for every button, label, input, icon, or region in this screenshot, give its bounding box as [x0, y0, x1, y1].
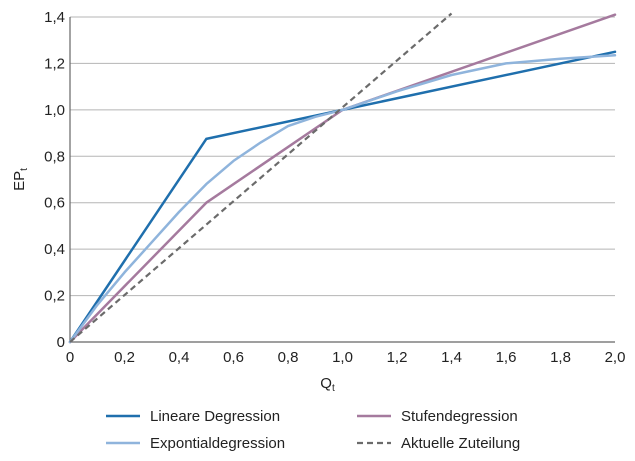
- legend-label-1: Stufendegression: [401, 408, 518, 425]
- legend-label-0: Lineare Degression: [150, 408, 280, 425]
- y-tick-label: 1,0: [44, 102, 65, 119]
- y-tick-label: 1,2: [44, 55, 65, 72]
- series-line-1: [68, 13, 617, 344]
- grid-lines: [70, 16, 615, 297]
- axes: [69, 17, 615, 343]
- y-tick-label: 0: [57, 334, 65, 351]
- y-tick-label: 1,4: [44, 9, 65, 26]
- x-tick-label: 0,8: [278, 349, 299, 366]
- x-tick-label: 1,4: [441, 349, 462, 366]
- x-tick-label: 0,4: [169, 349, 190, 366]
- series-line-2: [68, 54, 617, 344]
- x-axis-label-main: Q: [320, 375, 332, 392]
- y-tick-label: 0,4: [44, 241, 65, 258]
- x-tick-label: 0,6: [223, 349, 244, 366]
- x-tick-label: 1,8: [550, 349, 571, 366]
- legend: Lineare Degression Stufendegression Expont…: [106, 408, 520, 452]
- series-line-3: [69, 12, 453, 343]
- y-axis-label: EPt: [11, 168, 30, 191]
- x-tick-label: 2,0: [605, 349, 626, 366]
- x-tick-label: 0: [66, 349, 74, 366]
- x-tick-label: 1,0: [332, 349, 353, 366]
- x-tick-label: 1,2: [387, 349, 408, 366]
- y-tick-label: 0,6: [44, 195, 65, 212]
- x-axis-label: Qt: [320, 375, 335, 394]
- tick-labels: 0 0,2 0,4 0,6 0,8 1,0 1,2 1,4 0 0,2 0,4 0,6 0,8 1,0 1,…: [44, 9, 625, 366]
- legend-label-3: Aktuelle Zuteilung: [401, 435, 520, 452]
- series-line-0: [68, 50, 617, 344]
- y-tick-label: 0,2: [44, 288, 65, 305]
- x-tick-label: 0,2: [114, 349, 135, 366]
- x-axis-label-sub: t: [332, 383, 335, 394]
- y-tick-label: 0,8: [44, 148, 65, 165]
- y-axis-label-sub: t: [19, 168, 30, 171]
- y-axis-label-main: EP: [11, 171, 28, 191]
- x-tick-label: 1,6: [496, 349, 517, 366]
- legend-label-2: Expontialdegression: [150, 435, 285, 452]
- series-lines: [68, 12, 617, 344]
